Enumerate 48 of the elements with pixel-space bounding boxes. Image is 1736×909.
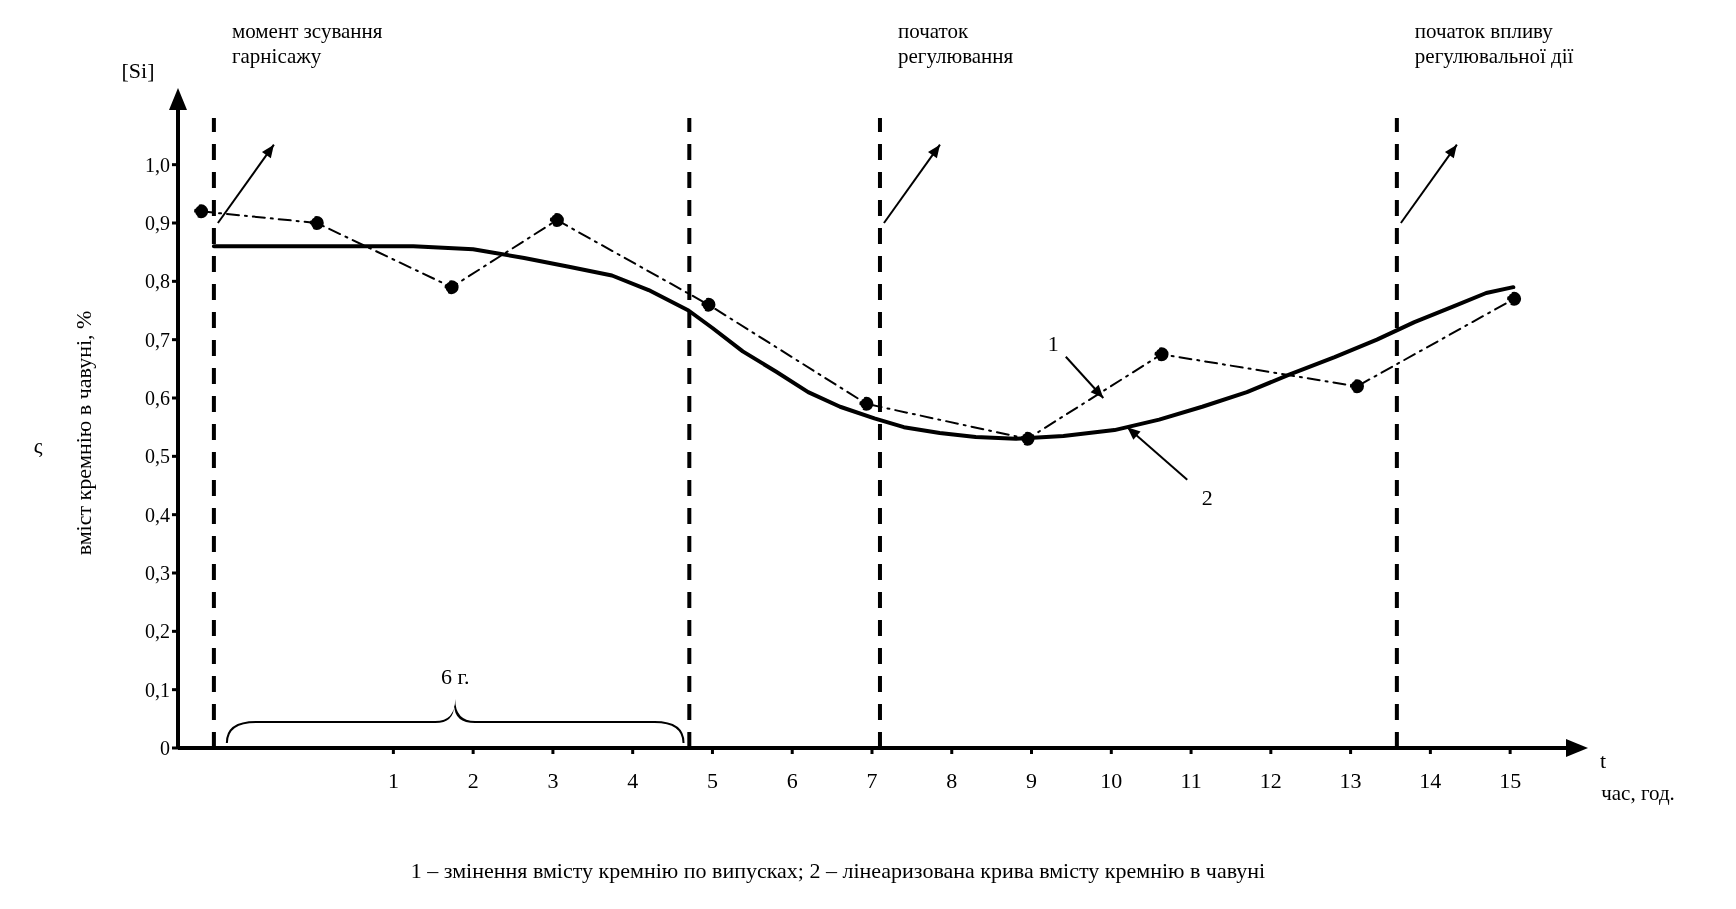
x-tick-label: 5 [706,767,718,793]
x-tick-label: 2 [467,767,479,793]
text: [Si] [121,58,155,83]
point [309,216,324,230]
point [444,280,459,295]
text: t [1599,748,1607,773]
text: ς [33,433,43,458]
x-tick-label: 7 [866,767,878,793]
x-tick-label: 8 [946,767,958,793]
text: 1 – змінення вмісту кремнію по випусках; 2 – лінеаризована крива вмісту кремнію в чавуні [410,858,1266,883]
annotation: 2 [1201,485,1213,511]
y-tick-label: 0,2 [145,620,170,643]
y-tick-label: 0,9 [145,212,170,235]
y-tick-label: 0,5 [145,445,170,468]
x-tick-label: 4 [627,767,639,793]
x-tick-label: 1 [387,767,399,793]
point [1507,291,1522,306]
y-tick-label: 0,4 [145,503,170,526]
x-tick-label: 9 [1026,767,1038,793]
y-tick-label: 1,0 [145,153,170,176]
annotation: 1 [1047,331,1059,356]
point [859,396,874,411]
ref-line-label: момент зсування гарнісажу [231,19,383,68]
ref-line-label: початок регулювання [897,19,1014,68]
x-tick-label: 3 [547,767,559,793]
annotation: 6 г. [440,663,470,689]
point [1349,379,1364,394]
point [701,297,716,312]
y-tick-label: 0,1 [145,678,170,701]
x-tick-label: 14 [1419,767,1442,793]
y-tick-label: 0,8 [145,270,170,293]
y-tick-label: 0,3 [145,562,170,585]
point [194,204,209,219]
point [1020,431,1035,446]
x-tick-label: 13 [1339,767,1362,793]
point [1154,347,1169,362]
x-tick-label: 6 [786,767,798,793]
x-axis-title: час, год. [1601,781,1675,805]
x-tick-label: 15 [1499,767,1522,793]
y-axis-title: вміст кремнію в чавуні, % [70,310,96,556]
y-tick-label: 0,6 [145,387,170,410]
x-tick-label: 12 [1259,767,1282,793]
x-tick-label: 10 [1100,767,1123,793]
x-tick-label: 11 [1180,767,1202,793]
ref-line-label: початок впливу регулювальної дії [1414,19,1574,68]
y-tick-label: 0 [160,737,170,760]
point [549,213,564,228]
y-tick-label: 0,7 [145,328,170,351]
